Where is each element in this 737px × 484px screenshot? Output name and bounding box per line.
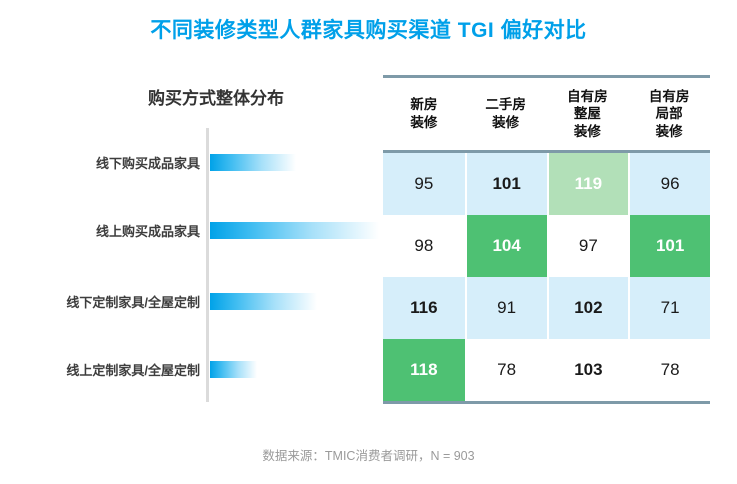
table-row: 118 78 103 78 [383,339,710,401]
tgi-cell: 102 [546,277,629,339]
bar-label: 线下购买成品家具 [95,156,200,171]
tgi-cell: 78 [464,339,547,401]
chart-axis-line [206,128,209,402]
table-row: 116 91 102 71 [383,277,710,339]
bar-online-custom [210,361,257,378]
bar-row-offline-finished: 线下购买成品家具 [30,154,296,171]
tgi-cell: 103 [546,339,629,401]
bar-row-online-finished: 线上购买成品家具 [30,222,379,239]
bar-label: 线上购买成品家具 [95,224,200,239]
column-header-new-house: 新房 装修 [410,97,438,130]
tgi-cell: 91 [464,277,547,339]
bar-offline-finished [210,154,296,171]
tgi-table-header: 新房 装修 二手房 装修 自有房 整屋 装修 自有房 局部 装修 [383,78,710,153]
left-chart-title: 购买方式整体分布 [148,89,284,108]
tgi-cell-highlight: 104 [464,215,547,277]
tgi-table: 新房 装修 二手房 装修 自有房 整屋 装修 自有房 局部 装修 95 101 … [383,75,710,404]
tgi-cell: 97 [546,215,629,277]
table-row: 98 104 97 101 [383,215,710,277]
column-header-own-whole-renovation: 自有房 整屋 装修 [567,88,608,139]
tgi-cell-highlight: 101 [628,215,710,277]
tgi-cell: 101 [464,153,547,215]
bar-online-finished [210,222,379,239]
bar-row-online-custom: 线上定制家具/全屋定制 [30,361,257,378]
bar-label: 线上定制家具/全屋定制 [66,363,200,378]
tgi-cell-highlight: 118 [383,339,465,401]
tgi-cell: 95 [383,153,465,215]
tgi-cell: 78 [628,339,710,401]
tgi-cell-highlight-light: 119 [546,153,629,215]
bar-offline-custom [210,293,317,310]
tgi-cell: 71 [628,277,710,339]
page-title: 不同装修类型人群家具购买渠道 TGI 偏好对比 [150,19,587,42]
data-source-note: 数据来源：TMIC消费者调研，N = 903 [262,449,475,463]
tgi-cell: 96 [628,153,710,215]
bar-label: 线下定制家具/全屋定制 [66,295,200,310]
tgi-cell: 98 [383,215,465,277]
column-header-secondhand-house: 二手房 装修 [485,97,526,130]
column-header-own-partial-renovation: 自有房 局部 装修 [648,88,690,139]
tgi-cell: 116 [383,277,465,339]
table-row: 95 101 119 96 [383,153,710,215]
bar-row-offline-custom: 线下定制家具/全屋定制 [30,293,317,310]
